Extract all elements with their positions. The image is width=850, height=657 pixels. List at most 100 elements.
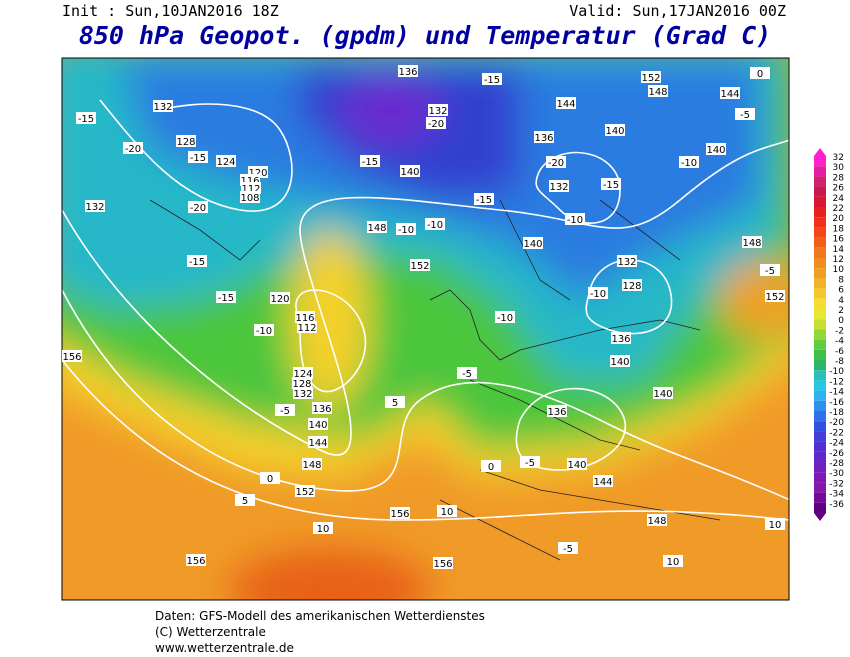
colorbar: 32302826242220181614121086420-2-4-6-8-10… [814,148,844,521]
geopotential-label: 144 [556,99,575,110]
footer-url: www.wetterzentrale.de [155,641,294,655]
geopotential-label: 132 [617,257,636,268]
geopotential-label-box [653,387,673,399]
colorbar-swatch [814,370,826,381]
geopotential-label: 128 [176,137,195,148]
geopotential-label: 148 [647,516,666,527]
geopotential-label-box [270,292,290,304]
temperature-label: 0 [267,474,273,485]
temperature-label-box [426,117,446,129]
temperature-label: 0 [488,462,494,473]
geopotential-label: 120 [270,294,289,305]
geopotential-label-box [186,554,206,566]
temperature-label-box [558,542,578,554]
colorbar-label: 22 [833,204,844,214]
colorbar-swatch [814,207,826,218]
temperature-label: -15 [603,180,619,191]
footer-source: Daten: GFS-Modell des amerikanischen Wet… [155,609,485,623]
geopotential-label-box [292,377,312,389]
geopotential-label: 124 [293,369,312,380]
colorbar-swatch [814,360,826,371]
temperature-label: -15 [362,157,378,168]
geopotential-label: 136 [534,133,553,144]
isohypse [62,289,789,501]
geopotential-label-box [647,514,667,526]
geopotential-label-box [308,418,328,430]
colorbar-swatch [814,309,826,320]
colorbar-label: 24 [833,194,845,204]
temperature-label: -5 [525,458,535,469]
geopotential-label-box [398,65,418,77]
geopotential-label: 132 [153,102,172,113]
geopotential-label-box [593,475,613,487]
geopotential-label: 140 [523,239,542,250]
colorbar-label: 30 [833,163,845,173]
temperature-label: 0 [757,69,763,80]
temperature-label-box [482,73,502,85]
colorbar-label: -12 [829,377,844,387]
geopotential-label: 116 [240,176,259,187]
geopotential-label: 128 [292,379,311,390]
temperature-label-box [565,213,585,225]
colorbar-label: 26 [833,184,845,194]
colorbar-swatch [814,431,826,442]
temperature-label-box [437,505,457,517]
colorbar-label: -4 [835,337,844,347]
geopotential-label-box [610,355,630,367]
geopotential-label-box [611,332,631,344]
geopotential-label: 136 [547,407,566,418]
coastlines [149,199,721,561]
colorbar-swatch [814,421,826,432]
colorbar-label: -26 [829,449,844,459]
geopotential-label: 148 [367,223,386,234]
valid-time: Valid: Sun,17JAN2016 00Z [569,2,786,20]
temperature-label: -10 [567,215,583,226]
temperature-label-box [275,404,295,416]
temperature-label-box [474,193,494,205]
colorbar-swatch [814,268,826,279]
temperature-label-box [313,522,333,534]
temperature-label-box [425,218,445,230]
geopotential-label: 108 [240,193,259,204]
init-time: Init : Sun,10JAN2016 18Z [62,2,279,20]
geopotential-label-box [297,321,317,333]
geopotential-label-box [295,485,315,497]
geopotential-label: 152 [765,292,784,303]
geopotential-label: 156 [433,559,452,570]
colorbar-swatch [814,462,826,473]
temperature-label-box [216,291,236,303]
temperature-label: 5 [242,496,248,507]
temperature-label-box [750,67,770,79]
geopotential-label: 144 [308,438,327,449]
temperature-label: 10 [769,520,782,531]
geopotential-label: 140 [605,126,624,137]
geopotential-label: 144 [720,89,739,100]
geopotential-label-box [62,350,82,362]
geopotential-label: 152 [410,261,429,272]
temperature-label-box [254,324,274,336]
colorbar-swatch [814,196,826,207]
colorbar-label: -20 [829,418,844,428]
geopotential-label-box [433,557,453,569]
temperature-label-box [360,155,380,167]
colorbar-swatch [814,186,826,197]
geopotential-label-box [176,135,196,147]
colorbar-label: -2 [835,326,844,336]
map-frame [61,57,790,601]
geopotential-label-box [720,87,740,99]
colorbar-swatch [814,400,826,411]
temperature-label-box [679,156,699,168]
geopotential-label-box [85,200,105,212]
temperature-label-box [735,108,755,120]
temperature-label: -10 [681,158,697,169]
geopotential-label: 140 [567,460,586,471]
temperature-label: -20 [548,158,564,169]
temperature-label: -20 [125,144,141,155]
map-title: 850 hPa Geopot. (gpdm) und Temperatur (G… [79,21,771,50]
geopotential-label: 132 [293,389,312,400]
colorbar-swatch [814,166,826,177]
colorbar-swatch [814,441,826,452]
temperature-label-box [588,287,608,299]
temperature-label: 10 [441,507,454,518]
